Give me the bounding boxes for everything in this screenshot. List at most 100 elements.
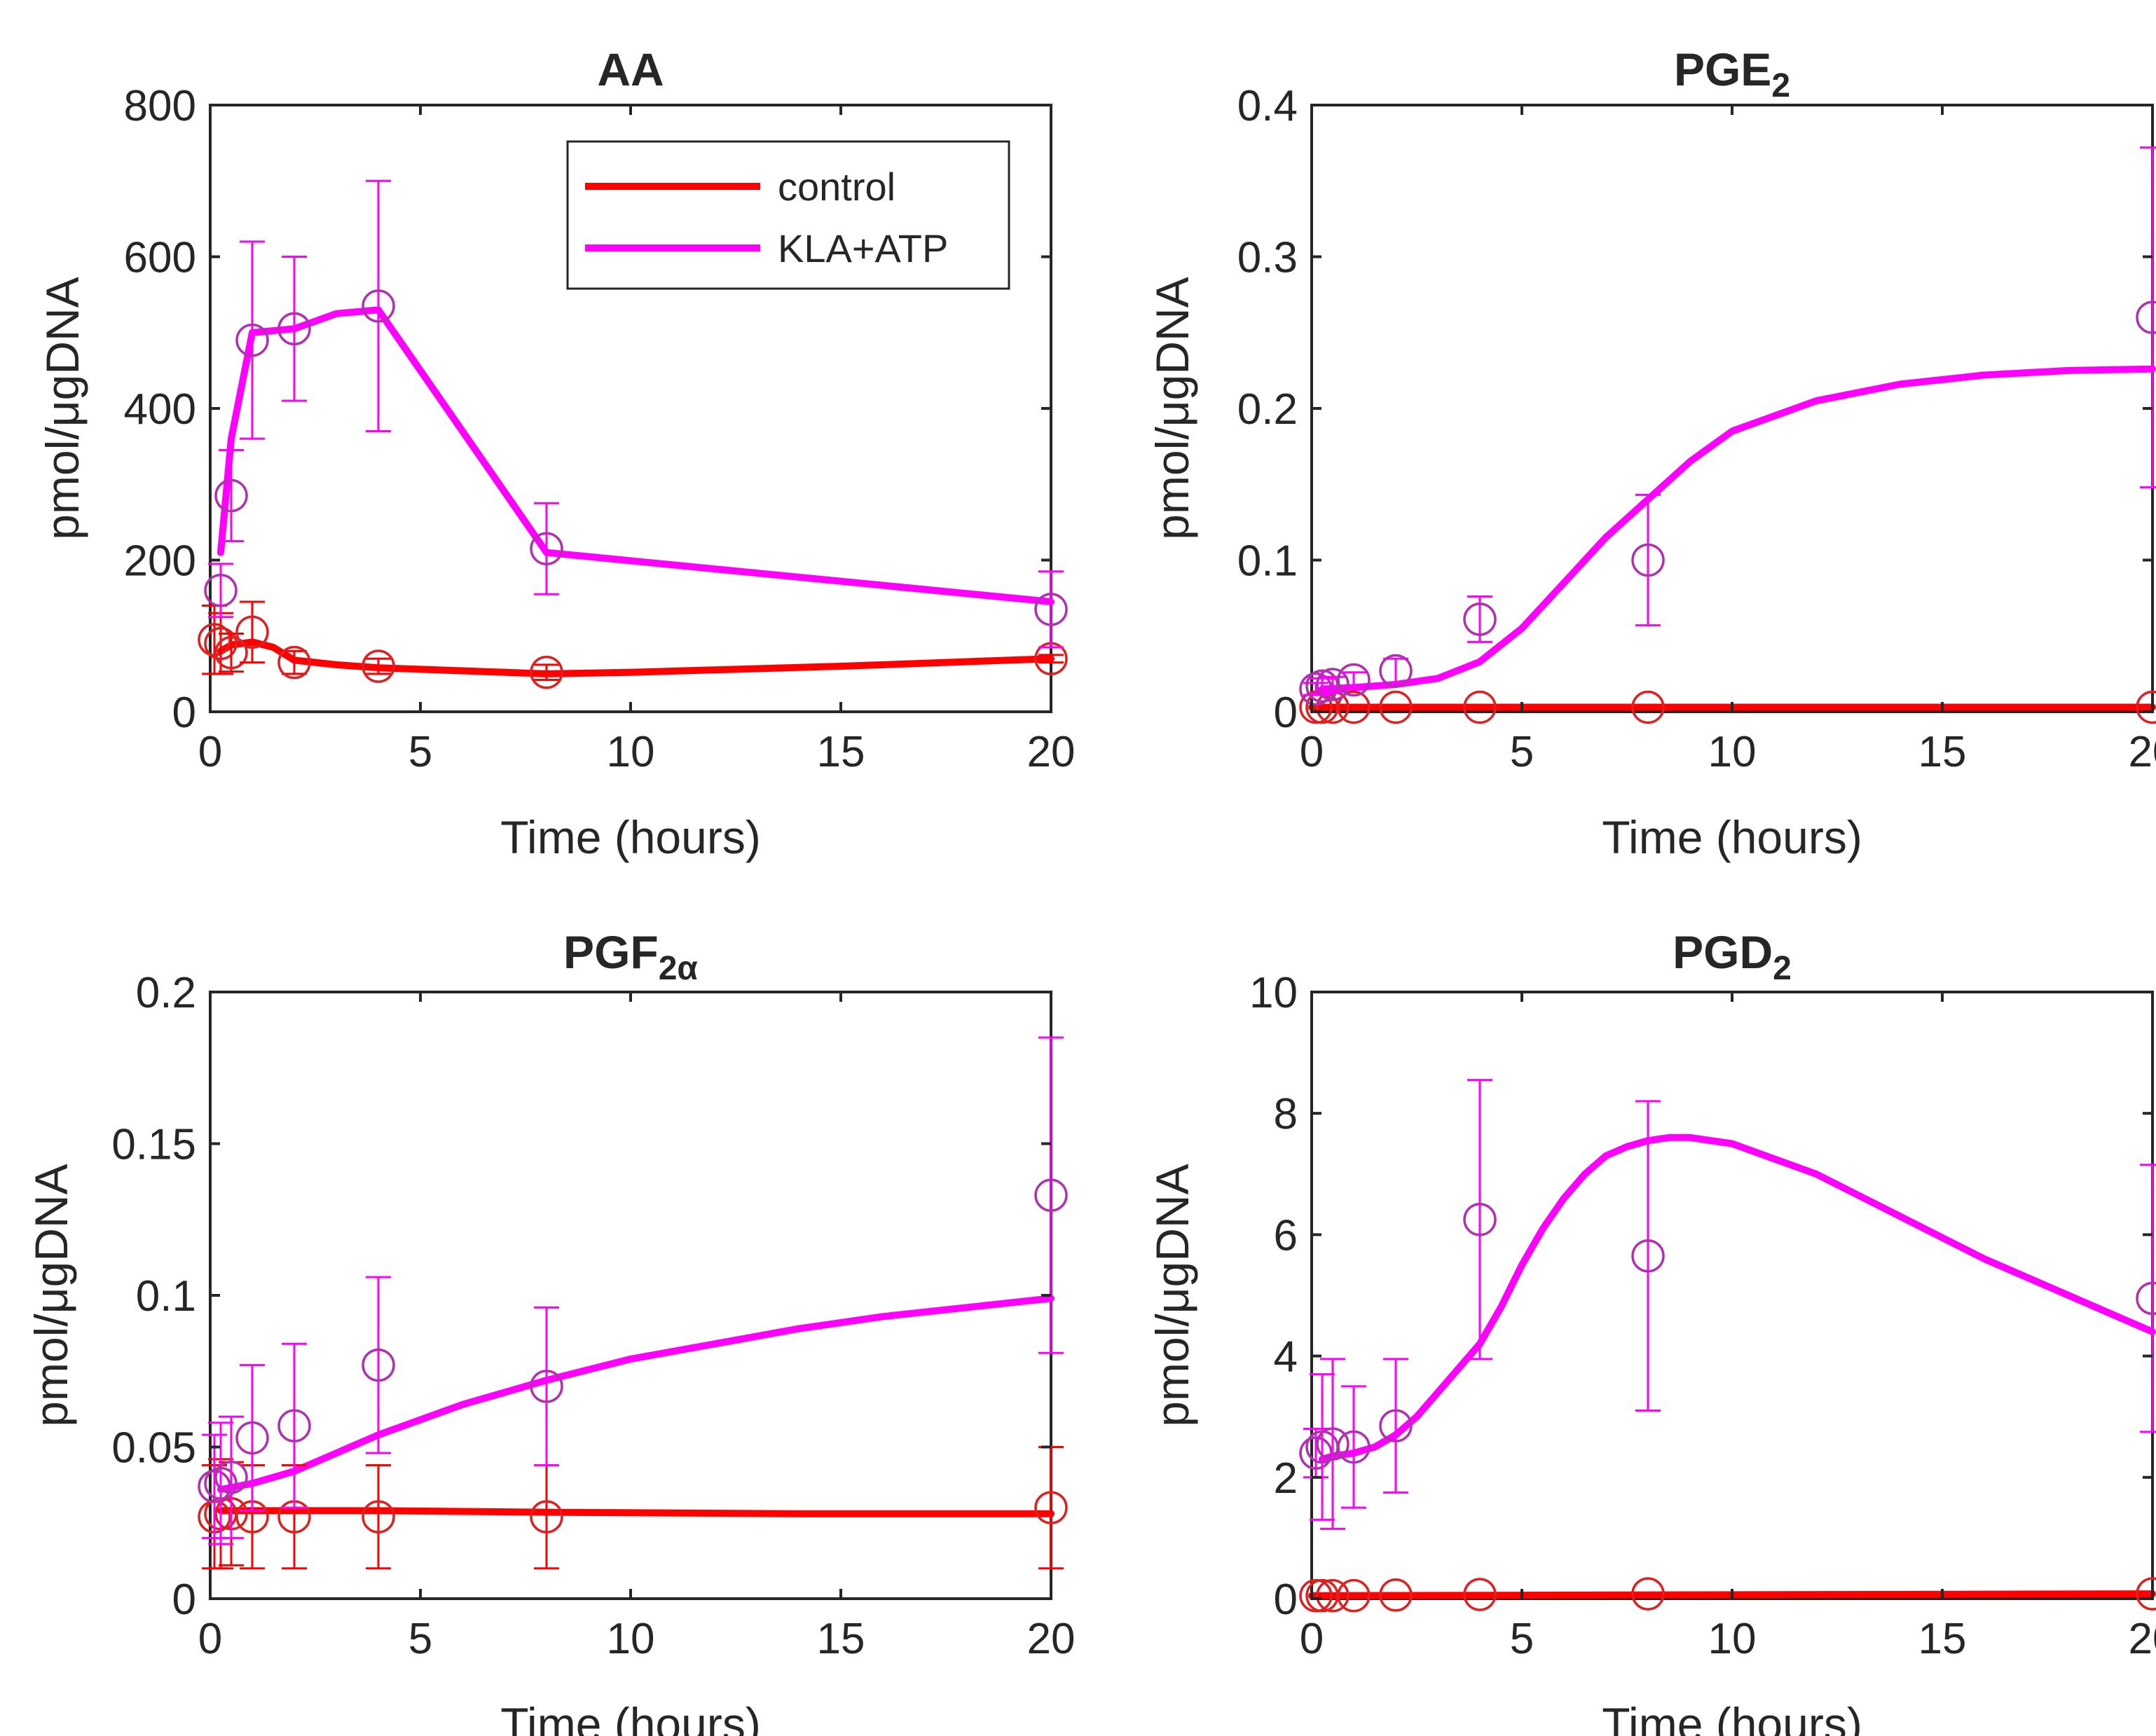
error-bar-pgd2-kla-atp-4 — [1383, 1358, 1408, 1494]
error-bar-pgd2-kla-atp-3 — [1341, 1385, 1366, 1509]
markers-aa — [198, 179, 1068, 689]
ytick-label-pge2-1: 0.1 — [1237, 537, 1298, 586]
axes-box-pgd2 — [1310, 991, 2154, 1600]
xtick-label-aa-2: 10 — [607, 728, 655, 776]
error-bar-pge2-kla-atp-2 — [1320, 675, 1345, 694]
model-line-pgf2a-control — [217, 1507, 1055, 1517]
ytick-label-pgf2a-1: 0.05 — [111, 1424, 196, 1473]
data-point-aa-control-3 — [235, 615, 269, 649]
legend-label-control: control — [778, 165, 895, 209]
error-bar-pgd2-kla-atp-5 — [1467, 1079, 1492, 1360]
error-bar-aa-control-3 — [240, 600, 265, 664]
data-point-aa-control-2 — [214, 635, 248, 670]
title-pgf2a: PGF2α — [563, 926, 698, 987]
data-point-aa-control-5 — [362, 649, 395, 683]
data-point-aa-kla-atp-5 — [530, 532, 563, 566]
ytick-label-pgd2-2: 4 — [1274, 1333, 1298, 1382]
xtick-label-pgd2-4: 20 — [2129, 1615, 2156, 1663]
data-point-pgf2a-kla-atp-6 — [530, 1370, 563, 1403]
data-point-pgf2a-kla-atp-4 — [277, 1409, 311, 1442]
title-pgd2: PGD2 — [1673, 926, 1792, 987]
ylabel-pge2: pmol/μgDNA — [1146, 277, 1198, 539]
xlabel-pgd2: Time (hours) — [1602, 1698, 1862, 1736]
data-point-aa-control-6 — [530, 655, 563, 689]
xtick-label-aa-4: 20 — [1027, 728, 1076, 776]
xtick-label-pgf2a-4: 20 — [1027, 1615, 1076, 1663]
ytick-label-aa-3: 600 — [124, 234, 196, 282]
data-point-aa-control-4 — [277, 645, 311, 680]
ticks-pge2: 0 5 10 15 20 0 0.1 0.2 0.3 0.4 — [1237, 82, 2156, 776]
ytick-label-pgd2-5: 10 — [1249, 969, 1298, 1017]
error-bar-pgf2a-kla-atp-4 — [282, 1342, 307, 1509]
title-pge2: PGE2 — [1674, 43, 1790, 104]
data-point-pgd2-control-4 — [1379, 1578, 1413, 1612]
markers-pgf2a — [198, 1036, 1068, 1570]
ytick-label-pgf2a-2: 0.1 — [136, 1272, 196, 1321]
data-point-pge2-kla-atp-2 — [1316, 668, 1350, 701]
data-point-aa-kla-atp-6 — [1034, 593, 1068, 626]
error-bar-aa-control-2 — [219, 633, 244, 673]
data-point-aa-control-1 — [204, 626, 238, 661]
xtick-label-pgf2a-0: 0 — [198, 1615, 222, 1663]
data-point-pgd2-control-6 — [1631, 1577, 1665, 1611]
error-bar-aa-kla-atp-6 — [1038, 570, 1064, 649]
data-point-pgd2-kla-atp-4 — [1379, 1409, 1413, 1442]
xtick-label-pge2-1: 5 — [1510, 728, 1534, 776]
data-point-aa-kla-atp-1 — [214, 478, 248, 513]
panel-pgd2: 0 5 10 15 20 0 2 4 6 8 10 PGD2 Time (hours) pmol/μ… — [1146, 926, 2156, 1736]
model-line-pge2-kla-atp — [1319, 365, 2156, 693]
error-bar-aa-kla-atp-1 — [219, 449, 244, 542]
xtick-label-pgd2-2: 10 — [1708, 1615, 1757, 1663]
data-point-pgd2-kla-atp-7 — [2136, 1281, 2156, 1316]
error-bar-aa-kla-atp-0 — [208, 563, 233, 619]
ytick-label-pgf2a-3: 0.15 — [111, 1121, 196, 1169]
curves-aa — [217, 306, 1055, 677]
data-point-pgd2-kla-atp-0 — [1299, 1436, 1333, 1470]
ytick-label-pge2-4: 0.4 — [1237, 82, 1298, 130]
error-bar-pge2-kla-atp-6 — [1635, 493, 1661, 627]
data-point-aa-kla-atp-0 — [204, 574, 238, 607]
data-point-aa-kla-atp-4 — [362, 289, 395, 323]
data-point-pgf2a-kla-atp-2 — [214, 1461, 248, 1494]
markers-pge2 — [1299, 146, 2156, 724]
axes-box-pge2 — [1310, 104, 2154, 713]
error-bar-aa-kla-atp-5 — [534, 502, 559, 595]
data-point-aa-control-0 — [198, 623, 231, 656]
data-point-pge2-kla-atp-7 — [2136, 301, 2156, 334]
data-point-pgf2a-kla-atp-0 — [198, 1470, 231, 1503]
ytick-label-pgf2a-0: 0 — [172, 1576, 196, 1624]
data-point-pge2-kla-atp-6 — [1631, 543, 1665, 577]
error-bar-pgf2a-control-5 — [366, 1463, 391, 1570]
ytick-label-pgd2-0: 0 — [1274, 1576, 1298, 1624]
xtick-label-pgf2a-2: 10 — [607, 1615, 655, 1663]
ytick-label-aa-0: 0 — [172, 689, 196, 737]
data-point-pge2-kla-atp-4 — [1379, 654, 1413, 688]
data-point-pgf2a-kla-atp-7 — [1034, 1178, 1068, 1212]
data-point-pgf2a-kla-atp-1 — [204, 1466, 238, 1501]
xtick-label-pgf2a-3: 15 — [817, 1615, 865, 1663]
data-point-pge2-control-6 — [1631, 690, 1665, 724]
ytick-label-pgf2a-4: 0.2 — [136, 969, 196, 1017]
model-line-aa-control — [217, 638, 1055, 677]
ylabel-pgd2: pmol/μgDNA — [1146, 1164, 1198, 1426]
data-point-pge2-kla-atp-5 — [1463, 602, 1497, 636]
data-point-pge2-kla-atp-3 — [1337, 663, 1371, 697]
data-point-pgd2-kla-atp-6 — [1631, 1239, 1665, 1273]
data-point-pge2-kla-atp-1 — [1305, 669, 1339, 703]
ylabel-aa: pmol/μgDNA — [36, 277, 88, 539]
ylabel-pgf2a: pmol/μgDNA — [25, 1164, 77, 1426]
data-point-pge2-control-3 — [1337, 690, 1371, 724]
axes-box-pgf2a — [209, 991, 1052, 1600]
error-bar-pgf2a-kla-atp-3 — [240, 1364, 265, 1512]
xtick-label-pge2-2: 10 — [1708, 728, 1757, 776]
data-point-aa-kla-atp-2 — [235, 323, 269, 357]
ytick-label-pge2-2: 0.2 — [1237, 385, 1298, 434]
markers-pgd2 — [1299, 1079, 2156, 1613]
error-bar-aa-kla-atp-3 — [282, 256, 307, 402]
error-bar-pgf2a-kla-atp-7 — [1038, 1036, 1064, 1354]
xlabel-aa: Time (hours) — [500, 811, 761, 863]
error-bar-aa-kla-atp-4 — [366, 179, 391, 432]
